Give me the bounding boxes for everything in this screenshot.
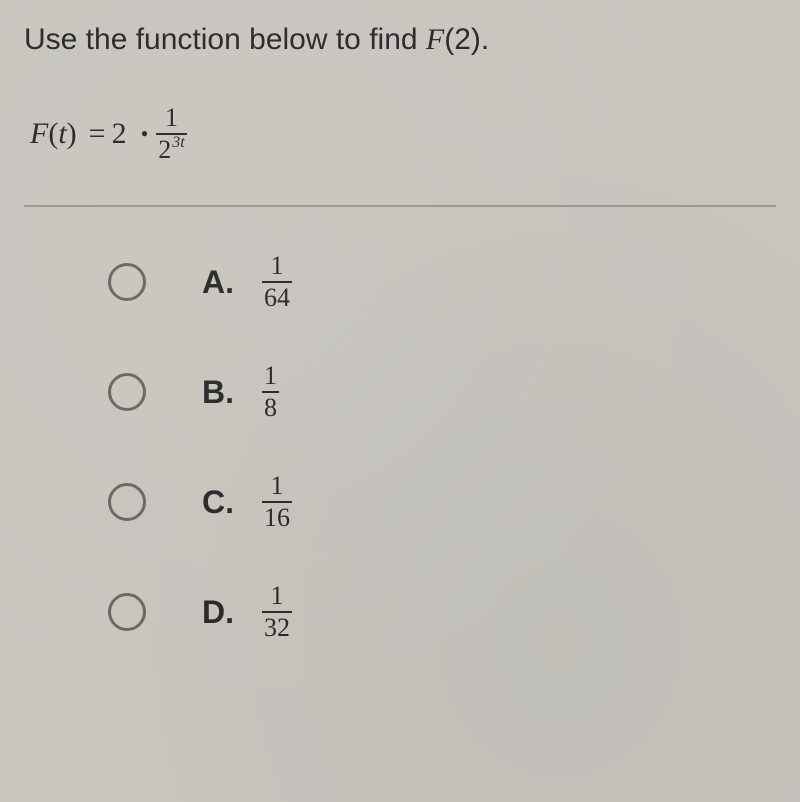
radio-c[interactable] (108, 483, 146, 521)
fraction-denominator: 2 3t (156, 135, 186, 163)
coefficient: 2 (112, 117, 127, 151)
function-definition: F(t) = 2 • 1 2 3t (24, 105, 776, 163)
choice-letter-c: C. (202, 484, 242, 521)
function-lhs: F(t) (30, 117, 77, 151)
fraction-numerator: 1 (163, 105, 180, 133)
choice-letter-a: A. (202, 264, 242, 301)
choice-d-fraction: 1 32 (262, 583, 292, 641)
choice-letter-d: D. (202, 594, 242, 631)
prompt-text-before: Use the function below to find (24, 23, 426, 56)
choice-a[interactable]: A. 1 64 (108, 253, 776, 311)
choice-c-denominator: 16 (262, 503, 292, 531)
prompt-fn-arg: (2). (444, 23, 489, 56)
choice-b-denominator: 8 (262, 393, 279, 421)
choice-b[interactable]: B. 1 8 (108, 363, 776, 421)
lhs-var: t (58, 117, 66, 150)
equals-sign: = (89, 117, 106, 151)
multiplication-dot: • (141, 121, 149, 147)
answer-choices: A. 1 64 B. 1 8 C. 1 16 D. 1 32 (24, 253, 776, 641)
choice-c-fraction: 1 16 (262, 473, 292, 531)
choice-a-fraction: 1 64 (262, 253, 292, 311)
radio-b[interactable] (108, 373, 146, 411)
choice-c[interactable]: C. 1 16 (108, 473, 776, 531)
choice-a-denominator: 64 (262, 283, 292, 311)
fraction: 1 2 3t (156, 105, 186, 163)
radio-a[interactable] (108, 263, 146, 301)
prompt-fn-name: F (426, 23, 444, 56)
choice-b-fraction: 1 8 (262, 363, 279, 421)
denominator-base: 2 (158, 137, 171, 163)
denominator-exponent: 3t (172, 135, 184, 151)
choice-d-denominator: 32 (262, 613, 292, 641)
section-divider (24, 205, 776, 207)
choice-d-numerator: 1 (269, 583, 286, 611)
question-prompt: Use the function below to find F(2). (24, 20, 776, 59)
choice-d[interactable]: D. 1 32 (108, 583, 776, 641)
choice-a-numerator: 1 (269, 253, 286, 281)
choice-letter-b: B. (202, 374, 242, 411)
choice-c-numerator: 1 (269, 473, 286, 501)
lhs-fn: F (30, 117, 48, 150)
choice-b-numerator: 1 (262, 363, 279, 391)
lhs-close: ) (67, 117, 77, 150)
radio-d[interactable] (108, 593, 146, 631)
lhs-open: ( (48, 117, 58, 150)
